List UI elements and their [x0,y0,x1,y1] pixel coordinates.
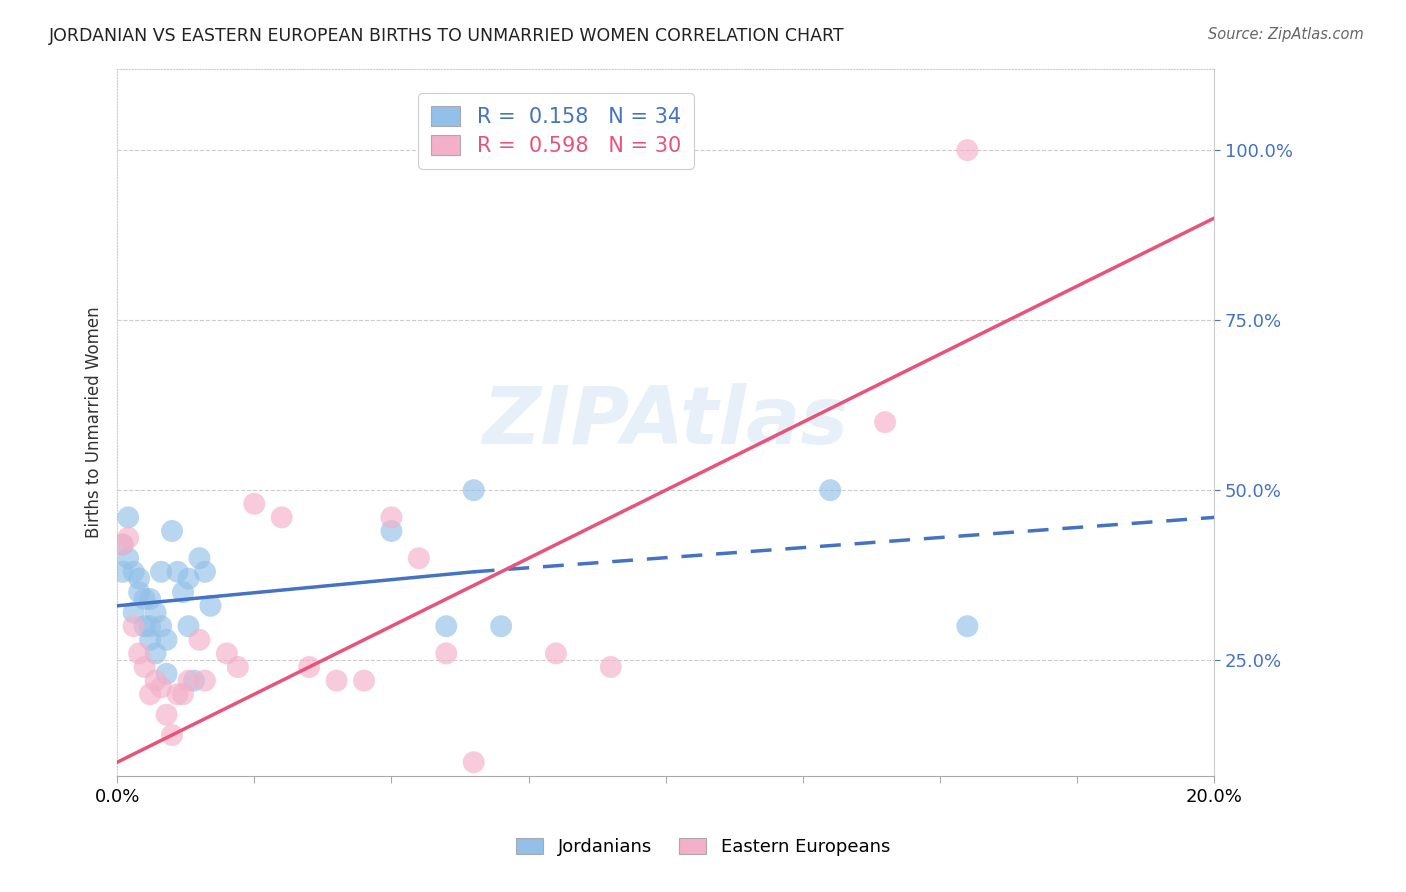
Point [128,585,150,599]
Point [134,660,156,674]
Point [380,524,402,538]
Point [166,565,188,579]
Point [150,565,173,579]
Point [489,619,512,633]
Point [177,673,200,688]
Point [873,415,896,429]
Text: JORDANIAN VS EASTERN EUROPEAN BIRTHS TO UNMARRIED WOMEN CORRELATION CHART: JORDANIAN VS EASTERN EUROPEAN BIRTHS TO … [49,27,845,45]
Point [150,681,173,695]
Point [188,632,211,647]
Point [155,707,177,722]
Point [956,619,979,633]
Point [111,538,134,552]
Point [463,483,485,498]
Point [177,572,200,586]
Point [117,551,139,566]
Point [166,687,188,701]
Point [434,647,457,661]
Point [145,647,167,661]
Point [188,551,211,566]
Point [325,673,347,688]
Point [408,551,430,566]
Point [150,619,173,633]
Legend: R =  0.158   N = 34, R =  0.598   N = 30: R = 0.158 N = 34, R = 0.598 N = 30 [419,93,693,169]
Point [544,647,567,661]
Point [215,647,238,661]
Point [172,687,194,701]
Text: Source: ZipAtlas.com: Source: ZipAtlas.com [1208,27,1364,42]
Point [145,606,167,620]
Point [200,599,222,613]
Point [117,531,139,545]
Point [155,666,177,681]
Point [128,647,150,661]
Point [243,497,266,511]
Point [434,619,457,633]
Point [122,619,145,633]
Point [160,728,183,742]
Point [139,619,162,633]
Point [298,660,321,674]
Point [818,483,841,498]
Point [139,632,162,647]
Point [270,510,292,524]
Point [111,565,134,579]
Point [122,565,145,579]
Point [194,565,217,579]
Point [155,632,177,647]
Y-axis label: Births to Unmarried Women: Births to Unmarried Women [86,306,103,538]
Point [160,524,183,538]
Point [226,660,249,674]
Point [122,606,145,620]
Point [139,687,162,701]
Point [380,510,402,524]
Point [172,585,194,599]
Point [177,619,200,633]
Point [145,673,167,688]
Legend: Jordanians, Eastern Europeans: Jordanians, Eastern Europeans [509,830,897,863]
Point [134,592,156,607]
Point [134,619,156,633]
Text: ZIPAtlas: ZIPAtlas [482,384,849,461]
Point [463,756,485,770]
Point [194,673,217,688]
Point [128,572,150,586]
Point [117,510,139,524]
Point [353,673,375,688]
Point [111,538,134,552]
Point [183,673,205,688]
Point [956,143,979,157]
Point [139,592,162,607]
Point [599,660,621,674]
